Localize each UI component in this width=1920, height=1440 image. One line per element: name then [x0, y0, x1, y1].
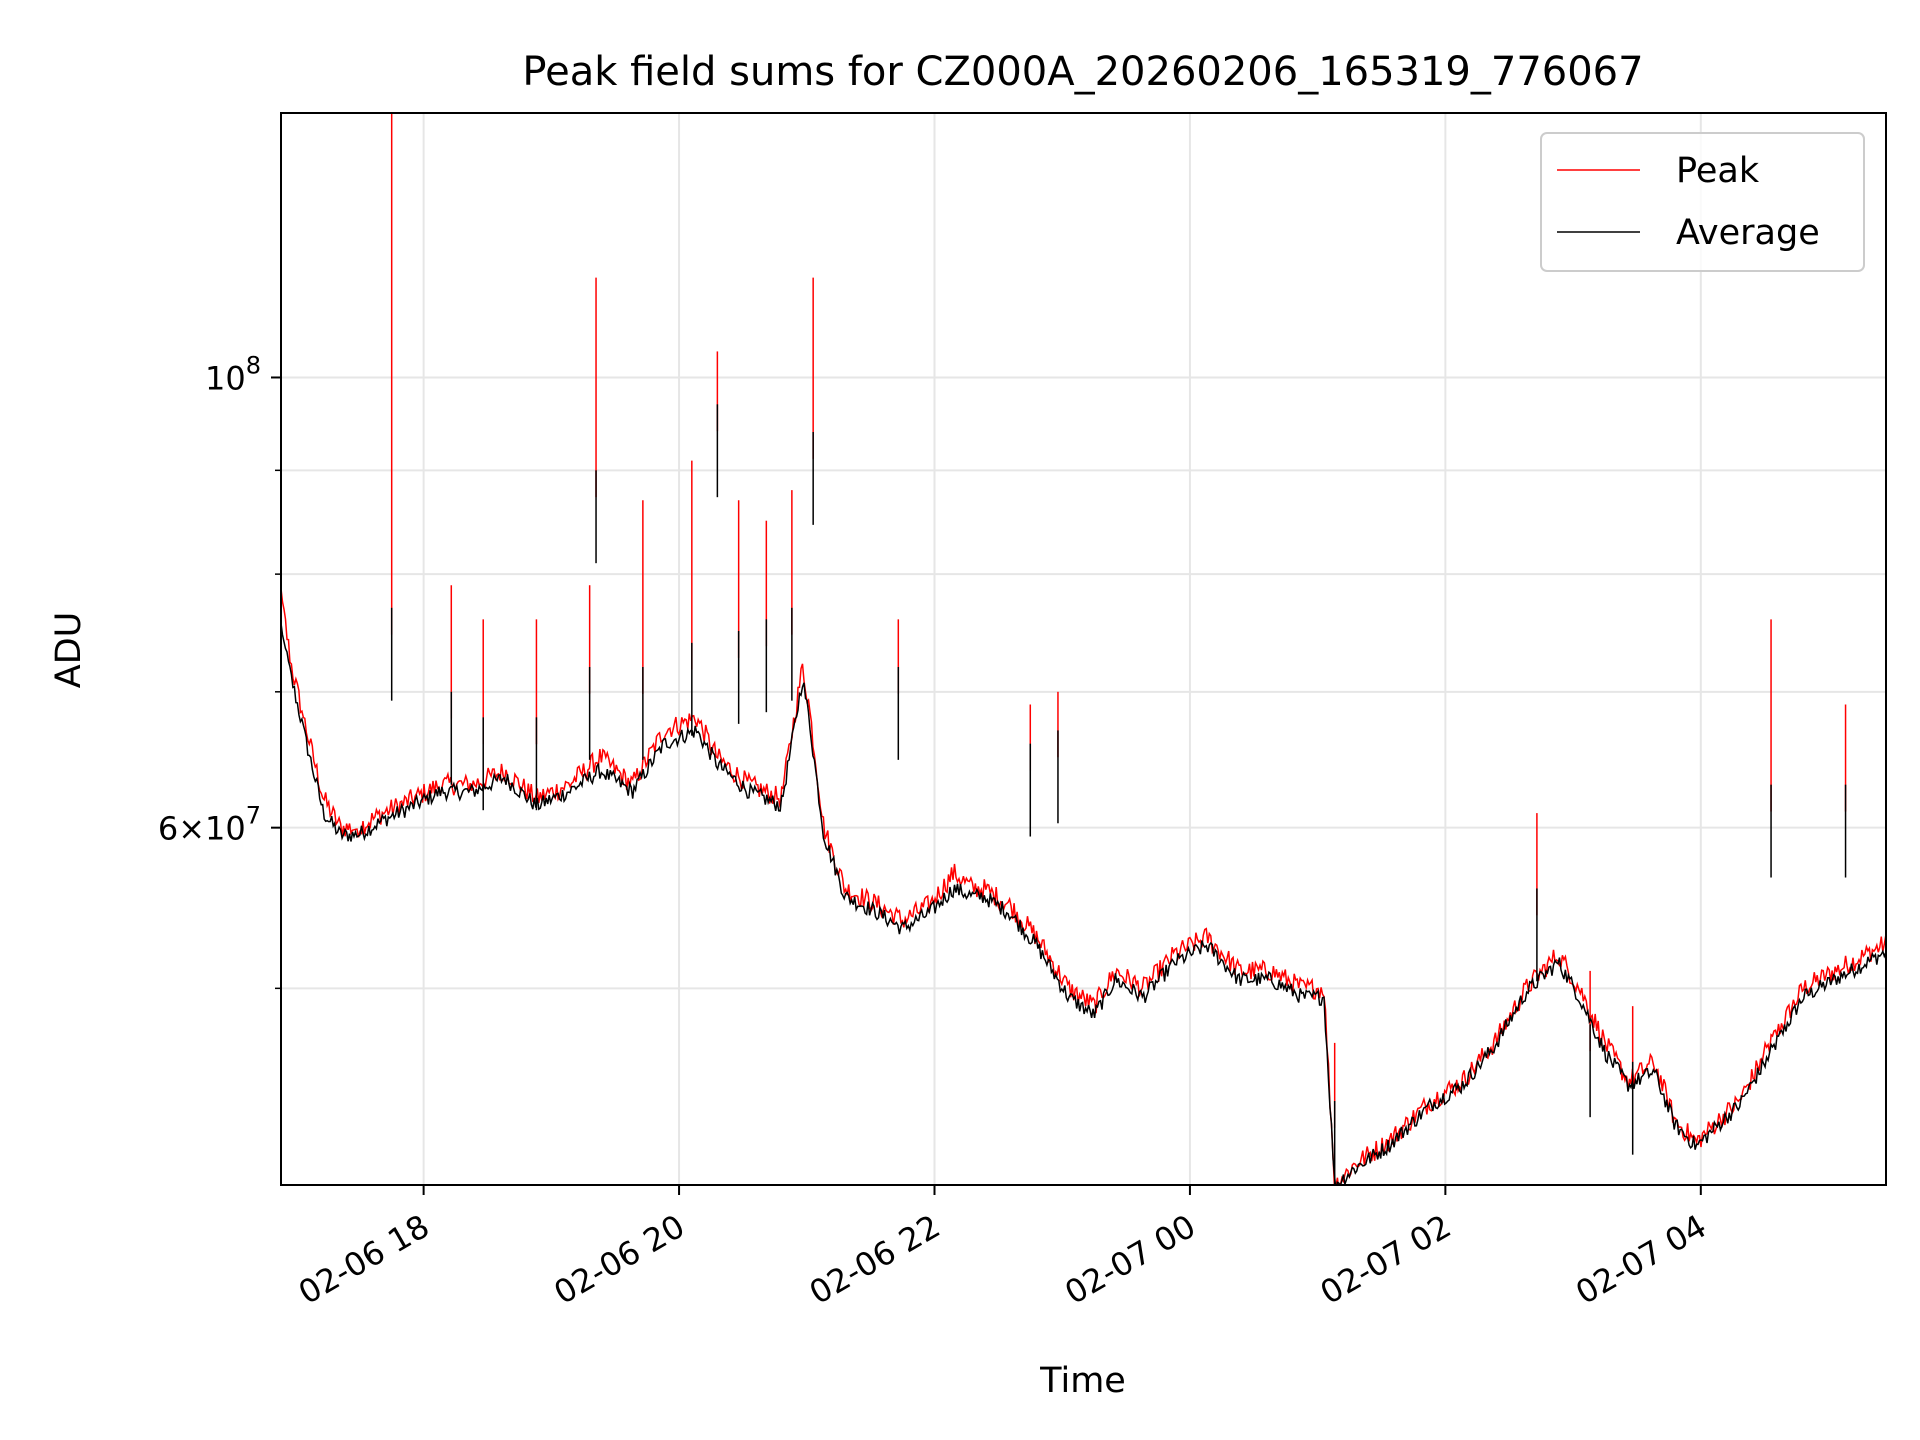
plot-frame [280, 112, 1887, 1186]
y-axis-label: ADU [49, 612, 89, 689]
y-tick-base: 10 [205, 359, 246, 397]
x-axis-label: Time [1039, 1361, 1126, 1401]
y-tick-exponent: 7 [246, 802, 261, 830]
legend-box [1540, 132, 1865, 272]
series-line-average [281, 623, 1886, 1185]
legend: Peak Average [1540, 132, 1865, 272]
y-tick-times: × [178, 810, 205, 848]
y-tick-exponent: 8 [246, 351, 261, 379]
legend-label-average: Average [1676, 213, 1820, 253]
plot-series [281, 113, 1886, 1185]
grid [281, 113, 1886, 1185]
series-line-peak [281, 588, 1886, 1185]
chart-title: Peak field sums for CZ000A_20260206_1653… [522, 49, 1643, 95]
legend-label-peak: Peak [1676, 151, 1760, 191]
y-tick-base: 10 [205, 810, 246, 848]
y-tick-label: 6×107 [158, 802, 261, 848]
y-tick-label: 108 [205, 351, 261, 397]
y-tick-mantissa: 6 [158, 810, 178, 848]
